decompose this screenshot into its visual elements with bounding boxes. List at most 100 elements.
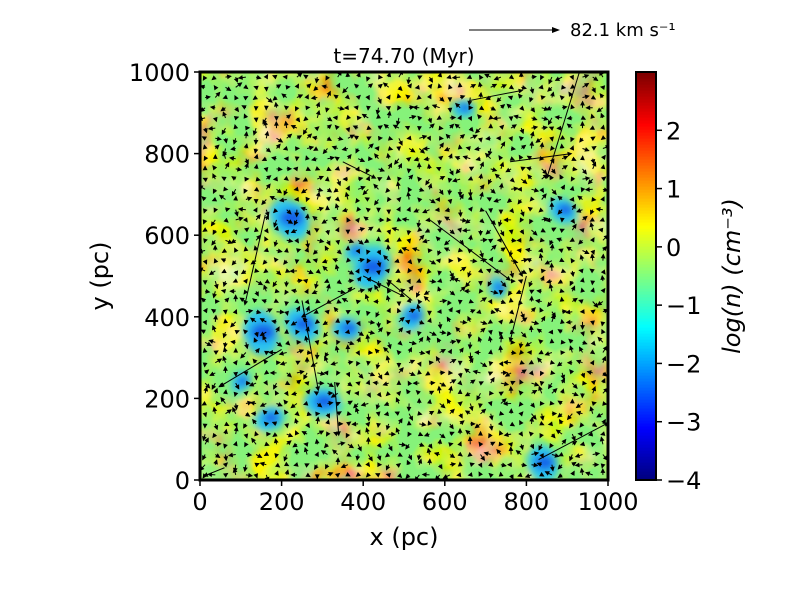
velocity-arrow (284, 328, 289, 334)
velocity-arrow (204, 382, 211, 389)
velocity-arrow (342, 86, 349, 94)
velocity-arrow (302, 177, 308, 182)
velocity-arrow (385, 355, 391, 363)
velocity-arrow (415, 389, 421, 396)
velocity-arrow (589, 268, 595, 274)
velocity-arrow (572, 391, 579, 397)
velocity-arrow (314, 438, 320, 445)
velocity-arrow (435, 355, 441, 363)
velocity-arrow (294, 156, 300, 162)
velocity-arrow (480, 408, 487, 415)
velocity-arrow (526, 350, 532, 355)
velocity-arrow-long (219, 349, 282, 387)
velocity-arrow (582, 74, 590, 79)
colorbar-band (636, 282, 656, 286)
velocity-arrow (580, 287, 586, 293)
velocity-arrow (253, 186, 260, 192)
velocity-arrow (376, 227, 382, 233)
velocity-arrow (346, 452, 352, 457)
velocity-arrow (312, 329, 318, 335)
velocity-arrow (378, 217, 385, 223)
velocity-arrow (539, 307, 544, 313)
velocity-arrow (426, 268, 432, 275)
velocity-arrow (602, 401, 608, 406)
velocity-arrow (213, 314, 218, 322)
velocity-arrow (589, 349, 596, 355)
velocity-arrow (474, 146, 481, 152)
velocity-arrow (284, 310, 289, 316)
velocity-arrow (253, 337, 259, 343)
velocity-arrow (396, 301, 402, 307)
velocity-arrow (600, 135, 606, 141)
velocity-arrow (235, 166, 243, 172)
velocity-arrow (252, 418, 257, 425)
colorbar-band (636, 261, 656, 265)
velocity-arrow (264, 350, 270, 356)
velocity-arrow (497, 420, 503, 427)
velocity-arrow (284, 461, 290, 467)
velocity-arrow (202, 280, 208, 286)
velocity-arrow (333, 187, 339, 193)
velocity-arrow (448, 153, 453, 159)
velocity-arrow (243, 131, 249, 139)
velocity-arrow (547, 421, 553, 427)
velocity-arrow (439, 348, 446, 354)
velocity-arrow (566, 360, 573, 366)
velocity-arrow (213, 280, 219, 290)
velocity-arrow (272, 432, 278, 438)
velocity-arrow (306, 269, 314, 275)
velocity-arrow (233, 123, 239, 130)
velocity-arrow (554, 115, 563, 120)
velocity-arrow (273, 382, 278, 390)
velocity-arrow (355, 350, 360, 356)
velocity-arrow (429, 123, 435, 129)
velocity-arrow (243, 217, 248, 223)
velocity-arrow (266, 431, 272, 437)
velocity-arrow (499, 161, 505, 170)
velocity-arrow (406, 403, 412, 412)
velocity-arrow (436, 337, 442, 343)
colorbar-band (636, 135, 656, 139)
velocity-arrow (439, 142, 444, 149)
velocity-arrow (449, 453, 456, 458)
velocity-arrow (253, 153, 259, 160)
velocity-arrow (233, 76, 239, 83)
velocity-arrow (305, 196, 311, 203)
velocity-arrow (486, 197, 492, 202)
velocity-arrow (281, 93, 287, 99)
velocity-field (200, 72, 608, 480)
velocity-arrow (364, 293, 370, 302)
velocity-arrow (326, 166, 332, 172)
velocity-arrow (562, 309, 568, 315)
velocity-arrow (365, 421, 371, 427)
velocity-arrow (296, 248, 302, 253)
colorbar-band (636, 141, 656, 145)
velocity-arrow (557, 473, 563, 478)
velocity-arrow (237, 206, 246, 212)
velocity-arrow (566, 115, 573, 121)
velocity-arrow (278, 197, 287, 203)
velocity-arrow (591, 386, 597, 394)
velocity-arrow (253, 163, 259, 169)
velocity-arrow (357, 257, 365, 263)
velocity-arrow (263, 73, 269, 80)
velocity-arrow (559, 257, 565, 262)
velocity-arrow (531, 125, 539, 131)
velocity-arrow (447, 198, 453, 205)
velocity-arrow (500, 398, 507, 404)
velocity-arrow (580, 321, 585, 330)
velocity-arrow (427, 310, 432, 316)
velocity-arrow (327, 390, 334, 396)
velocity-arrow (271, 319, 277, 325)
velocity-arrow (572, 297, 578, 303)
velocity-arrow (556, 125, 563, 131)
velocity-arrow (245, 380, 251, 386)
velocity-arrow (472, 369, 481, 375)
velocity-arrow (459, 420, 465, 426)
velocity-arrow (449, 115, 457, 121)
velocity-arrow (457, 144, 463, 150)
velocity-arrow (419, 350, 426, 356)
colorbar-band (636, 249, 656, 253)
velocity-arrow (264, 236, 269, 242)
velocity-arrow (296, 349, 305, 354)
